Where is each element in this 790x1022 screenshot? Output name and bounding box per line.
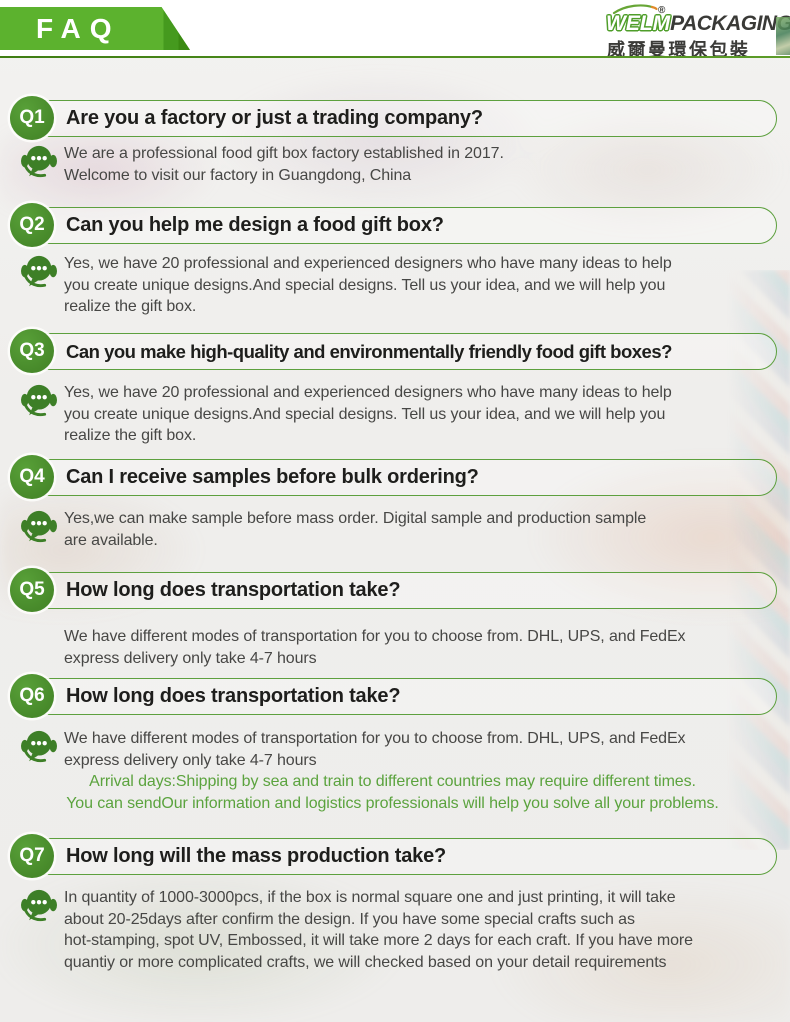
answer-text: Yes, we have 20 professional and experie… [64,255,672,315]
answer-text: We are a professional food gift box fact… [64,145,504,184]
question-badge: Q6 [10,674,54,718]
question-badge: Q1 [10,96,54,140]
answer-text: Yes, we have 20 professional and experie… [64,384,672,444]
logo-chinese-text: 威爾曼環保包裝 [607,40,751,60]
logo-wordmark: WELMPACKAGING [606,12,790,35]
chat-support-icon [21,889,57,922]
page-title: FAQ [36,12,121,44]
faq-banner: FAQ [0,7,190,50]
question-pill: Can you help me design a food gift box? [10,207,777,244]
question-text: How long will the mass production take? [66,845,447,867]
question-text: Can you make high-quality and environmen… [66,340,672,362]
logo-swoosh-icon [612,4,658,14]
question-text: How long does transportation take? [66,579,401,601]
question-pill: How long will the mass production take? [10,838,777,875]
answer-block: In quantity of 1000-3000pcs, if the box … [20,887,777,973]
chat-support-icon [21,730,57,763]
answer-block: Yes, we have 20 professional and experie… [20,382,777,447]
chat-support-icon [21,145,57,178]
answer-text: We have different modes of transportatio… [64,628,686,667]
question-badge: Q4 [10,455,54,499]
header-photo-fragment [776,17,790,55]
question-text: Are you a factory or just a trading comp… [66,107,483,129]
company-logo: ® WELMPACKAGING 威爾曼環保包裝 [606,4,790,60]
question-text: Can I receive samples before bulk orderi… [66,466,479,488]
answer-block: We have different modes of transportatio… [20,626,777,669]
chat-support-icon [21,384,57,417]
question-pill: How long does transportation take? [10,678,777,715]
question-pill: Can you make high-quality and environmen… [10,333,777,370]
question-badge: Q7 [10,834,54,878]
question-badge: Q3 [10,329,54,373]
answer-block: We have different modes of transportatio… [20,728,777,814]
question-badge: Q5 [10,568,54,612]
chat-support-icon [21,510,57,543]
header-divider [0,56,790,58]
answer-text: In quantity of 1000-3000pcs, if the box … [64,889,693,971]
logo-packaging-text: PACKAGING [670,12,790,35]
answer-block: Yes, we have 20 professional and experie… [20,253,777,318]
question-text: Can you help me design a food gift box? [66,214,444,236]
answer-highlight-text: Arrival days:Shipping by sea and train t… [66,773,719,812]
question-pill: Are you a factory or just a trading comp… [10,100,777,137]
logo-welm-text: WELM [606,12,671,35]
question-pill: How long does transportation take? [10,572,777,609]
chat-support-icon [21,255,57,288]
question-badge: Q2 [10,203,54,247]
answer-block: We are a professional food gift box fact… [20,143,777,186]
registered-trademark: ® [658,5,666,16]
answer-text: Yes,we can make sample before mass order… [64,510,647,549]
answer-text: We have different modes of transportatio… [64,730,686,769]
question-text: How long does transportation take? [66,685,401,707]
question-pill: Can I receive samples before bulk orderi… [10,459,777,496]
answer-block: Yes,we can make sample before mass order… [20,508,777,551]
page-header: FAQ ® WELMPACKAGING 威爾曼環保包裝 [0,0,790,60]
